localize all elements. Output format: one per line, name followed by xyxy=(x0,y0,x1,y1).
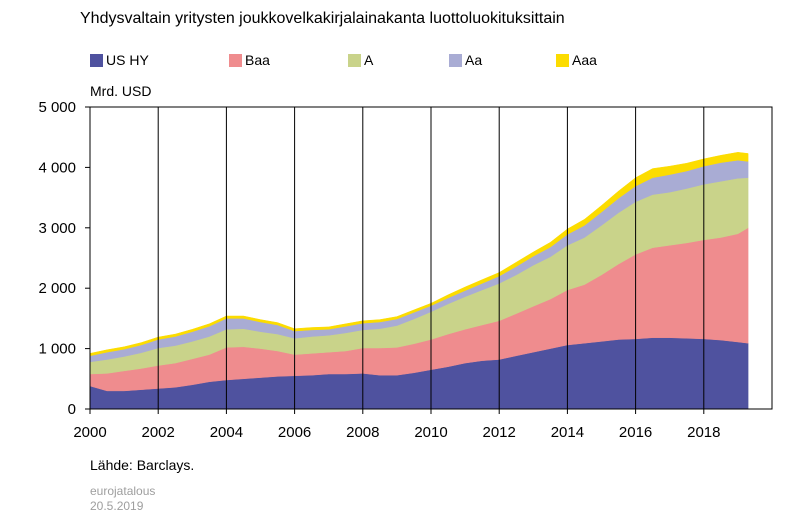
y-tick-label: 0 xyxy=(68,401,76,418)
legend-label-us-hy: US HY xyxy=(106,52,149,68)
x-tick-label: 2008 xyxy=(346,424,379,441)
legend-label-baa: Baa xyxy=(245,52,270,68)
footer: eurojatalous 20.5.2019 xyxy=(90,484,155,514)
legend-swatch-us-hy xyxy=(90,53,103,67)
x-tick-label: 2000 xyxy=(73,424,106,441)
legend-swatch-a xyxy=(348,53,361,67)
chart-title: Yhdysvaltain yritysten joukkovelkakirjal… xyxy=(80,10,565,27)
x-tick-label: 2016 xyxy=(619,424,652,441)
y-tick-label: 3 000 xyxy=(38,220,76,237)
legend-item-baa: Baa xyxy=(229,52,270,68)
area-series-group xyxy=(89,152,749,410)
chart-legend: US HY Baa A Aa Aaa xyxy=(0,52,800,72)
y-tick-label: 2 000 xyxy=(38,280,76,297)
x-tick-label: 2014 xyxy=(551,424,584,441)
vertical-gridlines xyxy=(89,107,705,409)
legend-label-aa: Aa xyxy=(465,52,483,68)
area-aaa xyxy=(89,152,749,357)
y-axis-unit-label: Mrd. USD xyxy=(90,83,152,99)
legend-item-us-hy: US HY xyxy=(90,52,149,68)
x-tick-label: 2004 xyxy=(210,424,243,441)
y-tick-label: 1 000 xyxy=(38,341,76,358)
legend-label-a: A xyxy=(364,52,374,68)
legend-swatch-baa xyxy=(229,53,242,67)
y-tick-label: 4 000 xyxy=(38,159,76,176)
footer-publisher: eurojatalous xyxy=(90,484,156,498)
x-tick-label: 2018 xyxy=(687,424,720,441)
legend-item-aaa: Aaa xyxy=(556,52,597,68)
y-tick-label: 5 000 xyxy=(38,99,76,116)
legend-item-a: A xyxy=(348,52,373,68)
footer-date: 20.5.2019 xyxy=(90,499,144,513)
y-axis-ticks: 0 1 000 2 000 3 000 4 000 5 000 xyxy=(38,99,90,418)
x-tick-label: 2010 xyxy=(414,424,447,441)
x-tick-label: 2012 xyxy=(483,424,516,441)
x-tick-label: 2002 xyxy=(142,424,175,441)
legend-swatch-aaa xyxy=(556,53,569,67)
legend-item-aa: Aa xyxy=(449,52,482,68)
x-axis-ticks: 2000 2002 2004 2006 2008 2010 2012 2014 2016 2018 xyxy=(73,409,720,441)
x-tick-label: 2006 xyxy=(278,424,311,441)
source-note: Lähde: Barclays. xyxy=(90,457,195,473)
legend-label-aaa: Aaa xyxy=(572,52,597,68)
legend-swatch-aa xyxy=(449,53,462,67)
